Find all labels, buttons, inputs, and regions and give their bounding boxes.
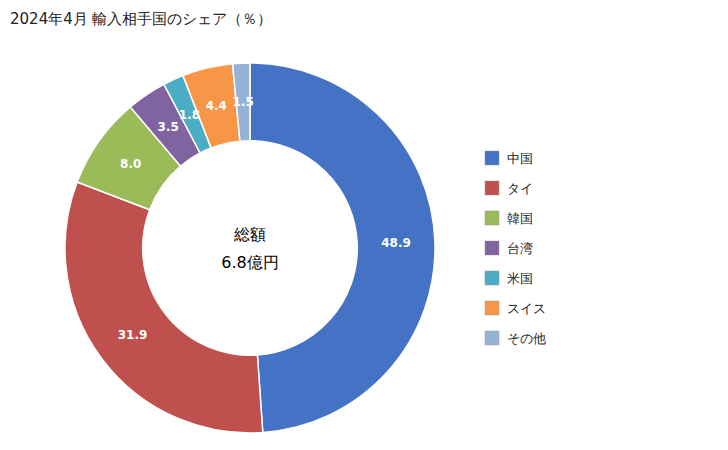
legend-label: 米国	[507, 271, 533, 286]
data-label: 31.9	[118, 328, 148, 342]
legend-swatch	[485, 211, 499, 225]
center-annotation: 6.8億円	[221, 253, 278, 272]
chart-container: 2024年4月 輸入相手国のシェア（％） 48.9 31.9 8.0 3.51.8 4.4…	[0, 0, 728, 450]
slice	[250, 63, 435, 433]
slice	[183, 64, 240, 148]
legend-label: タイ	[507, 181, 533, 196]
data-labels: 48.9 31.9 8.0 3.51.8 4.4 1.5	[118, 95, 411, 342]
data-label: 8.0	[120, 157, 141, 171]
legend-label: 台湾	[507, 241, 533, 256]
center-annotation: 総額	[233, 225, 266, 244]
legend-swatch	[485, 181, 499, 195]
legend-swatch	[485, 241, 499, 255]
legend: 中国タイ韓国台湾米国スイスその他	[485, 151, 546, 346]
slice	[77, 107, 180, 210]
legend-label: 韓国	[507, 211, 533, 226]
legend-label: 中国	[507, 151, 533, 166]
data-label: 1.5	[232, 95, 253, 109]
legend-swatch	[485, 151, 499, 165]
title: 2024年4月 輸入相手国のシェア（％）	[10, 10, 273, 28]
legend-label: その他	[507, 331, 546, 346]
legend-label: スイス	[507, 301, 546, 316]
legend-swatch	[485, 271, 499, 285]
chart-svg: 2024年4月 輸入相手国のシェア（％） 48.9 31.9 8.0 3.51.8 4.4…	[0, 0, 728, 450]
data-label: 4.4	[206, 99, 227, 113]
legend-swatch	[485, 331, 499, 345]
data-label: 3.5	[158, 120, 179, 134]
slice	[65, 182, 263, 433]
legend-swatch	[485, 301, 499, 315]
data-label: 48.9	[381, 236, 411, 250]
slices	[65, 63, 435, 433]
data-label: 1.8	[179, 108, 200, 122]
